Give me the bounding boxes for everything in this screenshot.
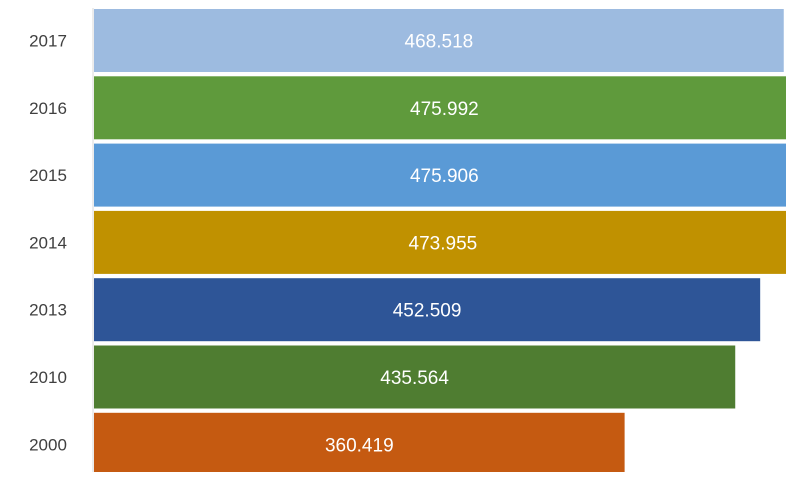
bar-2016 (94, 76, 786, 140)
category-label-2013: 2013 (29, 301, 67, 320)
value-label-2017: 468.518 (405, 32, 474, 53)
value-label-2013: 452.509 (393, 301, 462, 322)
bar-2010 (94, 345, 736, 409)
bar-2013 (94, 278, 761, 342)
category-label-2016: 2016 (29, 99, 67, 118)
bar-2017 (94, 9, 784, 72)
bar-2000 (94, 412, 625, 476)
bars-group (94, 9, 786, 476)
value-label-2016: 475.992 (410, 99, 479, 120)
category-label-2015: 2015 (29, 166, 67, 185)
category-label-2014: 2014 (29, 233, 67, 252)
category-labels-group: 2017 2016 2015 2014 2013 2010 2000 (29, 32, 67, 455)
value-label-2014: 473.955 (409, 233, 478, 254)
value-label-2015: 475.906 (410, 166, 479, 187)
bar-2015 (94, 143, 786, 207)
bar-2014 (94, 210, 786, 274)
category-label-2000: 2000 (29, 435, 67, 454)
category-label-2017: 2017 (29, 32, 67, 51)
value-labels-group: 468.518 475.992 475.906 473.955 452.509 435.5… (325, 32, 479, 457)
category-label-2010: 2010 (29, 368, 67, 387)
value-label-2010: 435.564 (380, 368, 449, 389)
value-label-2000: 360.419 (325, 435, 394, 456)
